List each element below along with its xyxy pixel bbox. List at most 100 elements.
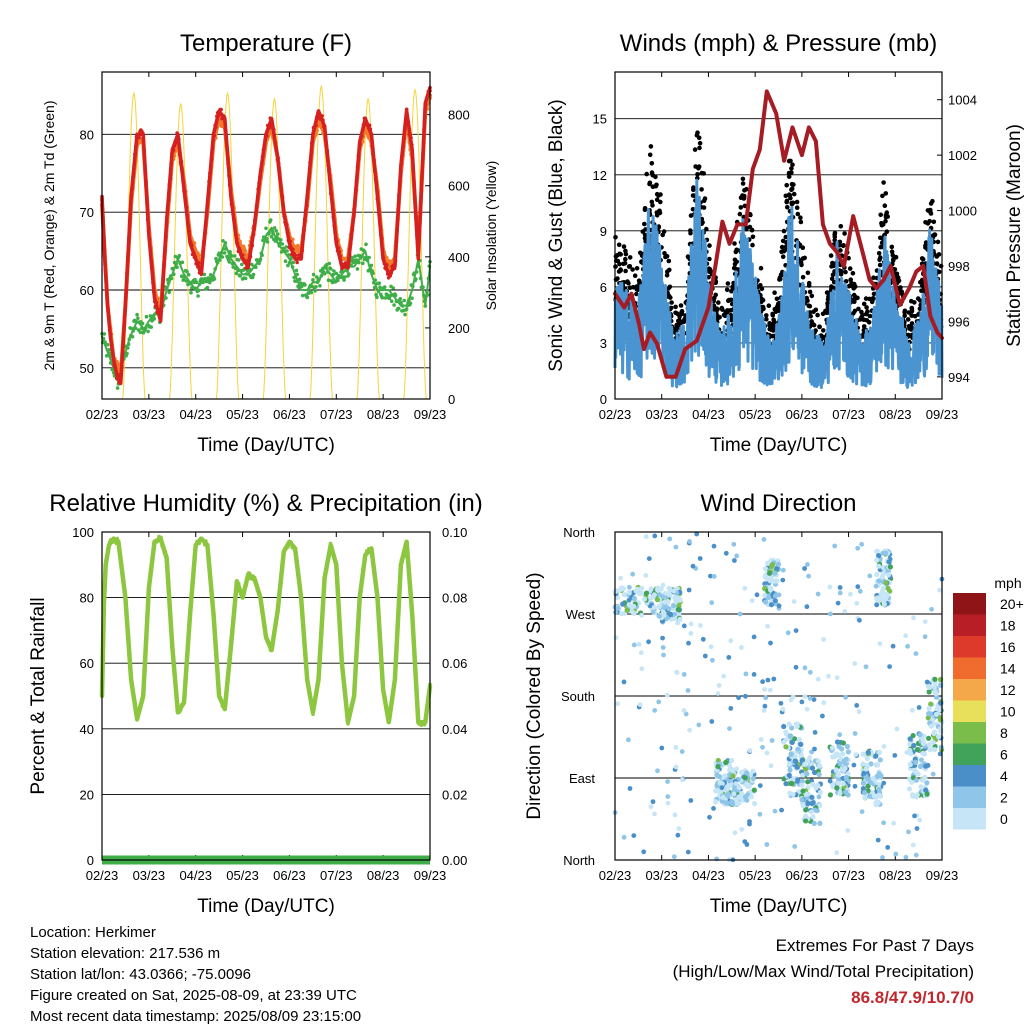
direction-point bbox=[840, 781, 846, 787]
x-tick-label: 09/23 bbox=[414, 407, 447, 422]
x-tick-label: 04/23 bbox=[692, 868, 725, 883]
dewpoint-point bbox=[279, 238, 283, 242]
legend-swatch bbox=[953, 636, 986, 658]
dewpoint-point bbox=[179, 274, 184, 279]
dewpoint-point bbox=[110, 367, 114, 372]
gust-point bbox=[804, 295, 809, 301]
extremes-title: Extremes For Past 7 Days bbox=[775, 936, 974, 955]
dewpoint-point bbox=[246, 272, 250, 276]
temp-2m-point bbox=[150, 265, 154, 269]
gust-point bbox=[798, 215, 803, 220]
gust-point bbox=[647, 152, 653, 158]
gust-point bbox=[811, 309, 816, 315]
rh-point bbox=[257, 593, 262, 598]
dewpoint-point bbox=[200, 280, 205, 285]
rh-point bbox=[137, 708, 141, 712]
direction-point bbox=[776, 592, 782, 598]
dewpoint-point bbox=[146, 329, 150, 334]
gust-point bbox=[701, 205, 707, 210]
direction-point bbox=[725, 791, 731, 797]
gust-point bbox=[783, 193, 789, 199]
temp-2m-point bbox=[278, 182, 283, 187]
gust-point bbox=[772, 306, 778, 312]
rh-point bbox=[233, 595, 238, 599]
temp-2m-point bbox=[408, 132, 412, 137]
direction-point bbox=[613, 635, 619, 640]
direction-point bbox=[827, 778, 833, 784]
direction-point bbox=[652, 708, 658, 713]
rh-point bbox=[260, 609, 265, 613]
temp-2m-point bbox=[275, 152, 280, 157]
temp-2m-point bbox=[203, 224, 208, 228]
direction-point bbox=[920, 750, 926, 757]
direction-point bbox=[881, 780, 887, 786]
direction-point bbox=[800, 788, 806, 794]
temp-2m-point bbox=[143, 167, 147, 172]
direction-point bbox=[631, 833, 637, 838]
dewpoint-point bbox=[382, 285, 387, 289]
direction-point bbox=[828, 611, 833, 617]
dewpoint-point bbox=[224, 247, 228, 251]
gust-point bbox=[884, 210, 890, 215]
direction-point bbox=[834, 850, 839, 856]
direction-point bbox=[775, 561, 782, 568]
dewpoint-point bbox=[205, 285, 210, 290]
direction-point bbox=[679, 777, 685, 782]
rh-point bbox=[215, 658, 219, 662]
y-axis-label: Direction (Colored By Speed) bbox=[524, 572, 545, 819]
gust-point bbox=[759, 299, 764, 305]
plot-frame bbox=[101, 531, 431, 861]
direction-point bbox=[679, 749, 685, 754]
temp-2m-point bbox=[367, 123, 372, 128]
plot-frame bbox=[614, 531, 943, 861]
rh-point bbox=[209, 590, 214, 594]
y-axis-label: 2m & 9m T (Red, Orange) & 2m Td (Green) bbox=[41, 101, 57, 371]
direction-point bbox=[643, 573, 649, 578]
gust-point bbox=[800, 245, 806, 250]
rh-point bbox=[268, 648, 273, 652]
temp-2m-point bbox=[417, 248, 421, 252]
direction-point bbox=[626, 602, 632, 608]
direction-point bbox=[739, 827, 745, 832]
direction-point bbox=[804, 771, 810, 777]
dewpoint-point bbox=[258, 257, 263, 262]
temp-9m-point bbox=[315, 128, 319, 133]
dewpoint-point bbox=[223, 241, 228, 245]
direction-point bbox=[768, 763, 774, 769]
direction-point bbox=[860, 780, 867, 786]
direction-point bbox=[799, 699, 805, 705]
rh-point bbox=[381, 683, 385, 688]
direction-point bbox=[909, 707, 915, 713]
direction-point bbox=[771, 676, 777, 682]
dewpoint-point bbox=[399, 300, 403, 305]
direction-point bbox=[905, 643, 910, 649]
dewpoint-point bbox=[175, 265, 179, 270]
rh-point bbox=[414, 677, 418, 682]
rh-point bbox=[339, 652, 344, 656]
direction-point bbox=[829, 745, 836, 751]
direction-point bbox=[727, 762, 733, 768]
x-tick-label: 03/23 bbox=[645, 407, 678, 422]
direction-point bbox=[788, 780, 795, 787]
legend-swatch bbox=[953, 743, 986, 765]
direction-point bbox=[760, 744, 765, 750]
rh-point bbox=[301, 624, 306, 628]
y-tick-label: 40 bbox=[80, 722, 94, 737]
temp-2m-point bbox=[251, 233, 255, 237]
y2-tick-label: 600 bbox=[448, 179, 470, 194]
gust-point bbox=[800, 274, 806, 280]
rh-point bbox=[269, 645, 274, 649]
direction-point bbox=[937, 707, 943, 713]
temp-2m-point bbox=[381, 256, 386, 260]
rh-point bbox=[405, 545, 409, 550]
rh-point bbox=[322, 585, 326, 589]
temp-2m-point bbox=[423, 102, 428, 106]
direction-point bbox=[809, 794, 815, 800]
temp-2m-point bbox=[259, 168, 263, 172]
direction-point bbox=[620, 601, 626, 607]
gust-point bbox=[712, 307, 717, 312]
direction-point bbox=[780, 739, 787, 745]
direction-point bbox=[860, 761, 866, 767]
temp-2m-point bbox=[226, 162, 230, 166]
dewpoint-point bbox=[233, 266, 238, 271]
